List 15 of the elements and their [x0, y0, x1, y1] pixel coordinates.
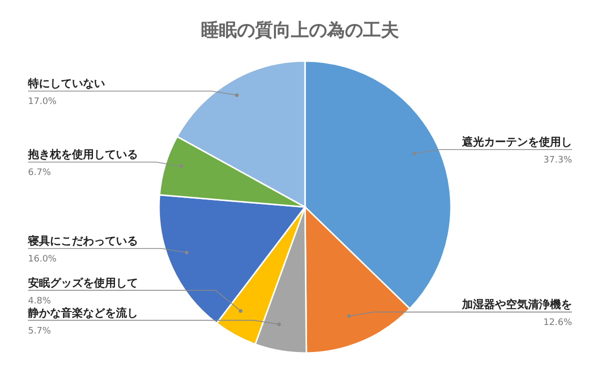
data-label: 4.8% — [28, 296, 52, 306]
data-label: 5.7% — [28, 326, 52, 336]
data-label: 37.3% — [543, 156, 572, 166]
data-label: 17.0% — [28, 97, 58, 108]
data-label: 16.0% — [28, 254, 58, 264]
slice-label: 抱き枕を使用している — [27, 148, 138, 162]
slice-label: 遮光カーテンを使用し — [461, 136, 572, 149]
slice-label: 加湿器や空気清浄機を — [461, 298, 572, 312]
slice-label: 特にしていない — [27, 77, 105, 90]
slice-label: 寝具にこだわっている — [27, 234, 138, 248]
chart-title: 睡眠の質向上の為の工夫 — [200, 19, 400, 42]
data-label: 12.6% — [543, 318, 572, 328]
slice-label: 静かな音楽などを流し — [27, 306, 138, 320]
data-label: 6.7% — [28, 168, 52, 178]
slice-label: 安眠グッズを使用して — [28, 276, 138, 290]
